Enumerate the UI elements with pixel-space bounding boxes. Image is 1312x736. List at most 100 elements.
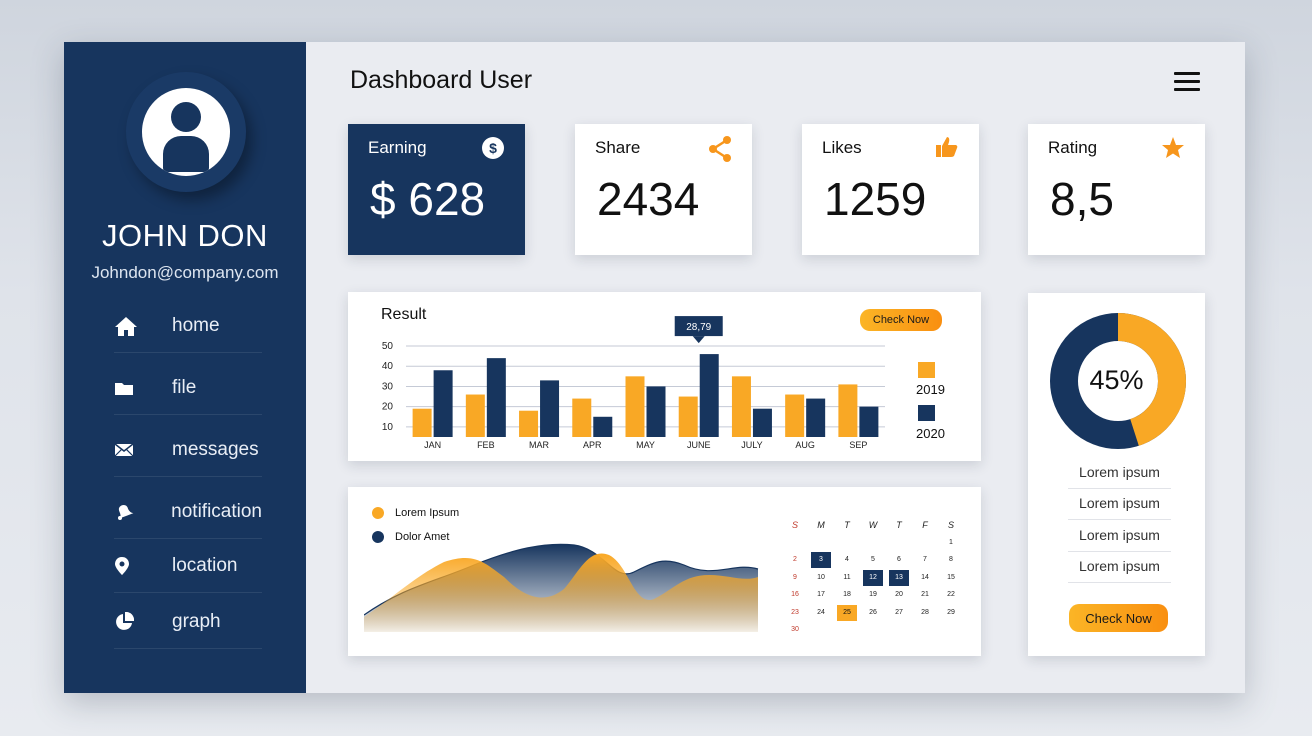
bar-2020-aug[interactable]	[806, 398, 826, 437]
calendar-date[interactable]: 28	[921, 608, 929, 616]
calendar-date[interactable]: 19	[869, 591, 877, 598]
bar-2020-june[interactable]	[699, 354, 719, 437]
calendar-date[interactable]: 3	[811, 552, 831, 568]
bar-2020-jan[interactable]	[433, 370, 453, 437]
legend-swatch-2019	[918, 362, 935, 378]
tooltip-box	[674, 316, 723, 337]
bar-2020-mar[interactable]	[540, 380, 560, 437]
calendar-date[interactable]: 9	[793, 573, 797, 581]
x-tick-label: JAN	[424, 440, 441, 450]
sidebar-item-graph[interactable]: graph	[114, 596, 262, 649]
bar-2019-july[interactable]	[731, 376, 751, 437]
calendar-date[interactable]: 27	[895, 608, 903, 616]
share-icon	[708, 136, 732, 167]
x-tick-label: JUNE	[687, 440, 711, 450]
bar-2020-sep[interactable]	[859, 406, 879, 437]
calendar-day-header: S	[947, 520, 954, 530]
calendar-date[interactable]: 2	[793, 556, 797, 563]
calendar-date[interactable]: 14	[921, 573, 929, 581]
x-tick-label: FEB	[477, 440, 495, 450]
list-item: Lorem ipsum	[1068, 551, 1171, 583]
calendar-date[interactable]: 22	[947, 591, 955, 598]
sidebar-item-notification[interactable]: notification	[114, 486, 262, 539]
sidebar-item-label: graph	[172, 611, 221, 632]
bar-2019-may[interactable]	[625, 376, 645, 437]
x-tick-label: MAY	[636, 440, 655, 450]
calendar-date[interactable]: 24	[817, 608, 825, 616]
x-tick-label: MAR	[529, 440, 550, 450]
rating-card[interactable]: Rating 8,5	[1028, 124, 1205, 255]
avatar[interactable]	[126, 72, 246, 192]
likes-label: Likes	[822, 138, 862, 157]
calendar-date[interactable]: 11	[843, 573, 851, 581]
star-icon	[1161, 136, 1185, 165]
calendar-date[interactable]: 25	[837, 604, 857, 621]
earning-card[interactable]: Earning $ $ 628	[348, 124, 525, 255]
list-item: Lorem ipsum	[1068, 520, 1171, 552]
rating-value: 8,5	[1050, 173, 1114, 225]
sidebar-item-file[interactable]: file	[114, 362, 262, 415]
bar-2020-may[interactable]	[646, 386, 666, 437]
y-tick-label: 50	[382, 341, 394, 352]
dollar-icon: $	[481, 136, 505, 165]
calendar-date[interactable]: 15	[947, 573, 955, 581]
calendar-date[interactable]: 20	[895, 591, 903, 598]
calendar-date[interactable]: 30	[791, 626, 799, 633]
donut-chart	[1050, 313, 1186, 449]
bar-2020-feb[interactable]	[486, 358, 506, 437]
sidebar-item-label: location	[172, 555, 238, 576]
calendar-date[interactable]: 10	[817, 573, 825, 581]
y-tick-label: 30	[382, 381, 394, 392]
calendar-date[interactable]: 21	[921, 591, 929, 598]
calendar-date[interactable]: 4	[845, 556, 849, 563]
x-tick-label: AUG	[795, 440, 815, 450]
calendar-date[interactable]: 1	[949, 538, 953, 546]
menu-icon[interactable]	[1174, 70, 1202, 94]
earning-label: Earning	[368, 138, 427, 157]
legend-dot-navy	[372, 531, 384, 543]
bar-2019-mar[interactable]	[519, 410, 539, 437]
location-pin-icon	[114, 554, 146, 578]
bar-2019-apr[interactable]	[572, 398, 592, 437]
result-chart-card: Result Check Now 10 20 30 40 50 JAN FEB MAR APR M…	[348, 292, 981, 461]
bell-icon	[114, 500, 145, 524]
page-title: Dashboard User	[350, 66, 533, 94]
pie-chart-icon	[114, 610, 146, 634]
bar-2019-sep[interactable]	[838, 384, 858, 437]
likes-card[interactable]: Likes 1259	[802, 124, 979, 255]
calendar-date[interactable]: 17	[817, 591, 825, 598]
check-now-button[interactable]: Check Now	[860, 309, 942, 331]
progress-label: 45%	[1089, 365, 1144, 395]
svg-text:$: $	[489, 140, 497, 156]
bar-2019-june[interactable]	[678, 396, 698, 437]
bar-2019-jan[interactable]	[412, 408, 432, 437]
bar-2019-aug[interactable]	[785, 394, 805, 437]
user-icon	[142, 88, 230, 176]
calendar-date[interactable]: 13	[889, 569, 909, 586]
bar-2020-apr[interactable]	[593, 416, 613, 437]
check-now-side-button[interactable]: Check Now	[1069, 604, 1168, 632]
calendar-date[interactable]: 23	[791, 608, 799, 616]
sidebar-item-home[interactable]: home	[114, 300, 262, 353]
calendar-date[interactable]: 18	[843, 591, 851, 598]
y-tick-label: 10	[382, 422, 394, 433]
calendar-date[interactable]: 16	[791, 591, 799, 598]
sidebar-item-location[interactable]: location	[114, 540, 262, 593]
calendar-date[interactable]: 7	[923, 556, 927, 563]
calendar-day-header: M	[817, 520, 825, 530]
legend-swatch-2020	[918, 405, 935, 421]
calendar-date[interactable]: 8	[949, 556, 953, 563]
share-card[interactable]: Share 2434	[575, 124, 752, 255]
calendar-date[interactable]: 12	[863, 569, 883, 586]
bar-2020-july[interactable]	[752, 408, 772, 437]
calendar-day-header: T	[844, 520, 850, 530]
calendar-date[interactable]: 26	[869, 608, 877, 616]
sidebar-item-label: messages	[172, 439, 259, 460]
calendar-date[interactable]: 29	[947, 608, 955, 616]
calendar-date[interactable]: 5	[871, 556, 875, 563]
bar-2019-feb[interactable]	[465, 394, 485, 437]
calendar-date[interactable]: 6	[897, 556, 901, 563]
sidebar-item-messages[interactable]: messages	[114, 424, 262, 477]
earning-value: $ 628	[370, 173, 486, 225]
